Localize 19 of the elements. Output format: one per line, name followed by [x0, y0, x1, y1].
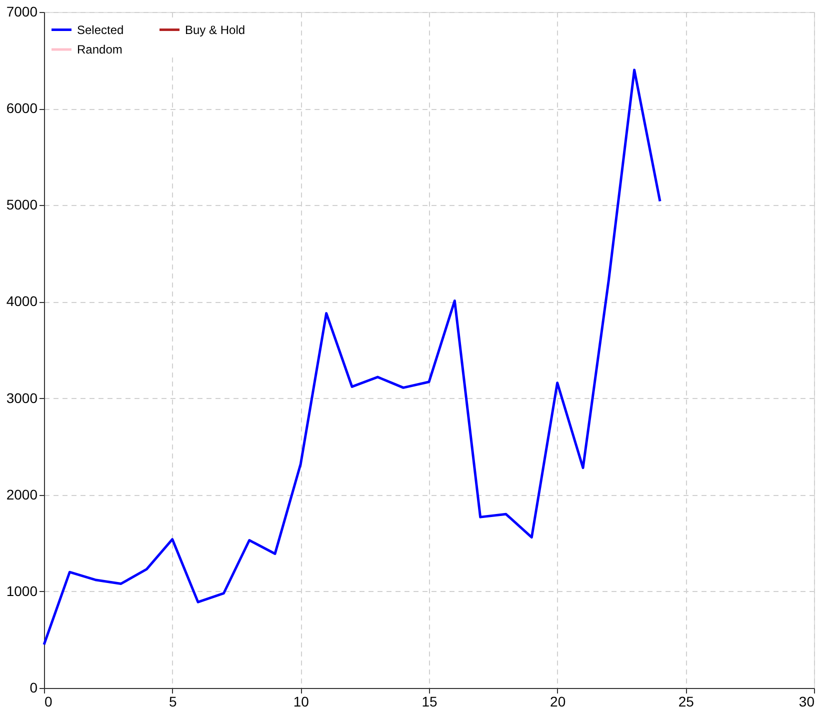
- x-tick-label: 15: [422, 694, 438, 710]
- x-tick-label: 25: [678, 694, 694, 710]
- y-tick-label: 6000: [6, 100, 38, 116]
- y-tick-label: 1000: [6, 582, 38, 599]
- y-tick-label: 0: [30, 680, 38, 696]
- line-series: [42, 68, 662, 646]
- x-tick-label: 30: [798, 694, 815, 710]
- x-tick-label: 10: [293, 694, 310, 710]
- legend-label: Random: [77, 42, 122, 56]
- y-tick-label: 2000: [6, 486, 38, 502]
- y-tick-label: 3000: [6, 390, 38, 406]
- y-tick-label: 7000: [6, 4, 38, 20]
- x-tick-label: 0: [44, 694, 52, 710]
- y-tick-label: 4000: [6, 293, 38, 310]
- x-tick-label: 5: [168, 694, 177, 710]
- legend-label: Buy & Hold: [185, 22, 246, 37]
- x-tick-label: 20: [550, 694, 566, 710]
- legend-label: Selected: [77, 22, 124, 37]
- y-tick-label: 5000: [6, 196, 38, 213]
